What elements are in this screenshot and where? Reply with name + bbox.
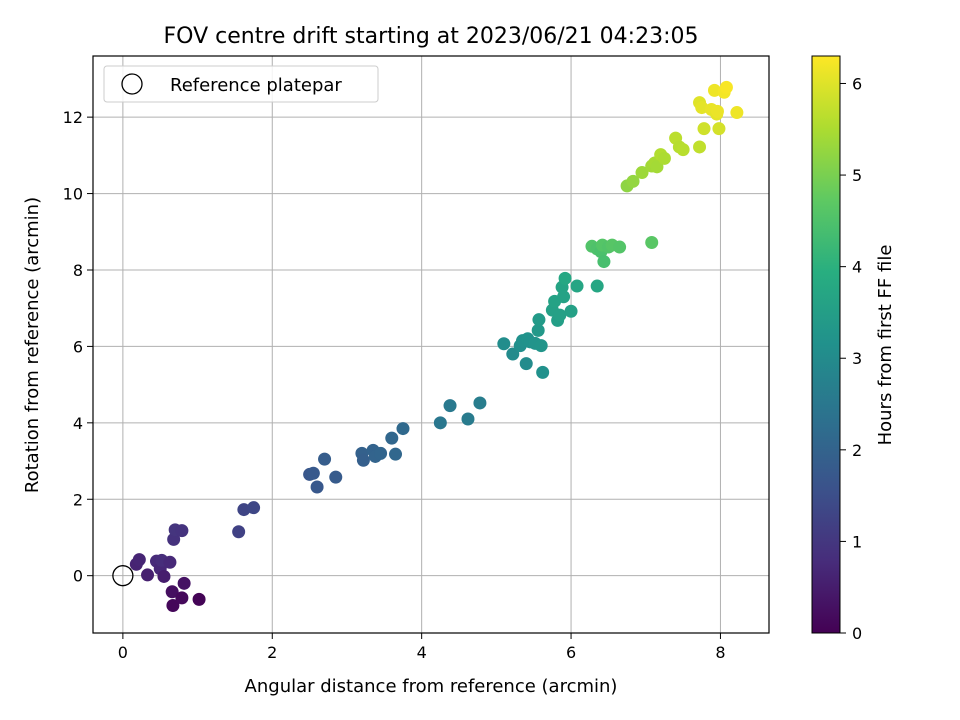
- plot-frame: [92, 55, 770, 634]
- data-point: [167, 532, 181, 546]
- data-point: [710, 104, 724, 118]
- data-point: [635, 166, 649, 180]
- x-tick-label: 6: [566, 643, 576, 662]
- grid-lines: [93, 56, 769, 633]
- y-tick-label: 12: [63, 108, 83, 127]
- y-tick-label: 10: [63, 185, 83, 204]
- data-point: [177, 576, 191, 590]
- data-point: [157, 569, 171, 583]
- data-point: [613, 240, 627, 254]
- colorbar-tick-label: 5: [852, 166, 862, 185]
- data-point: [165, 585, 179, 599]
- data-point: [553, 308, 567, 322]
- data-point: [310, 480, 324, 494]
- y-tick-label: 2: [73, 490, 83, 509]
- colorbar-gradient: [811, 55, 841, 634]
- data-point: [536, 365, 550, 379]
- data-point: [676, 143, 690, 157]
- colorbar-ticks: 0 1 2 3 4 5 6: [840, 74, 862, 643]
- legend-entry: Reference platepar: [170, 75, 342, 96]
- data-point: [175, 591, 189, 605]
- data-point: [534, 339, 548, 353]
- data-point: [306, 466, 320, 480]
- data-point: [597, 255, 611, 269]
- y-axis-ticks: 0 2 4 6 8 10 12: [63, 108, 93, 586]
- data-point: [396, 422, 410, 436]
- data-point: [730, 106, 744, 120]
- data-point: [570, 279, 584, 293]
- x-tick-label: 0: [118, 643, 128, 662]
- colorbar-tick-label: 0: [852, 624, 862, 643]
- data-point: [707, 83, 721, 97]
- reference-marker: [112, 565, 134, 587]
- colorbar-tick-label: 6: [852, 74, 862, 93]
- data-point: [163, 555, 177, 569]
- data-point: [650, 160, 664, 174]
- x-tick-label: 4: [417, 643, 427, 662]
- data-point: [374, 446, 388, 460]
- y-tick-label: 4: [73, 414, 83, 433]
- data-point: [532, 313, 546, 327]
- data-point: [506, 347, 520, 361]
- data-point: [461, 412, 475, 426]
- data-point: [389, 447, 403, 461]
- reference-platepar-marker: [112, 565, 134, 587]
- legend-marker-icon: [121, 73, 143, 95]
- data-point: [166, 598, 180, 612]
- data-point: [329, 470, 343, 484]
- data-point: [531, 323, 545, 337]
- data-point: [318, 452, 332, 466]
- data-point: [626, 174, 640, 188]
- data-point: [237, 503, 251, 517]
- data-point: [719, 80, 733, 94]
- data-point: [473, 396, 487, 410]
- data-point: [175, 524, 189, 538]
- data-point: [712, 122, 726, 136]
- data-points: [129, 80, 744, 612]
- chart-title: FOV centre drift starting at 2023/06/21 …: [164, 24, 699, 49]
- data-point: [558, 271, 572, 285]
- legend-box: [103, 65, 379, 103]
- colorbar-label: Hours from first FF file: [875, 245, 896, 446]
- colorbar-tick-label: 3: [852, 349, 862, 368]
- data-point: [385, 431, 399, 445]
- data-point: [519, 357, 533, 371]
- colorbar-tick-label: 4: [852, 258, 862, 277]
- y-tick-label: 6: [73, 337, 83, 356]
- data-point: [497, 337, 511, 351]
- x-axis-label: Angular distance from reference (arcmin): [245, 676, 618, 697]
- y-axis-label: Rotation from reference (arcmin): [22, 197, 43, 493]
- data-point: [590, 279, 604, 293]
- data-point: [443, 399, 457, 413]
- data-point: [557, 290, 571, 304]
- x-tick-label: 2: [267, 643, 277, 662]
- data-point: [697, 122, 711, 136]
- data-point: [645, 235, 659, 249]
- x-axis-ticks: 0 2 4 6 8: [118, 633, 726, 662]
- data-point: [232, 525, 246, 539]
- data-point: [695, 101, 709, 115]
- data-point: [564, 304, 578, 318]
- data-point: [657, 151, 671, 165]
- x-tick-label: 8: [715, 643, 725, 662]
- data-point: [433, 416, 447, 430]
- data-point: [356, 453, 370, 467]
- data-point: [247, 501, 261, 515]
- data-point: [693, 140, 707, 154]
- legend: Reference platepar: [103, 65, 379, 103]
- y-tick-label: 0: [73, 567, 83, 586]
- y-tick-label: 8: [73, 261, 83, 280]
- data-point: [141, 568, 155, 582]
- data-point: [192, 592, 206, 606]
- colorbar-tick-label: 2: [852, 441, 862, 460]
- data-point: [132, 553, 146, 567]
- colorbar-tick-label: 1: [852, 532, 862, 551]
- colorbar: 0 1 2 3 4 5 6 Hours from first FF file: [811, 55, 896, 643]
